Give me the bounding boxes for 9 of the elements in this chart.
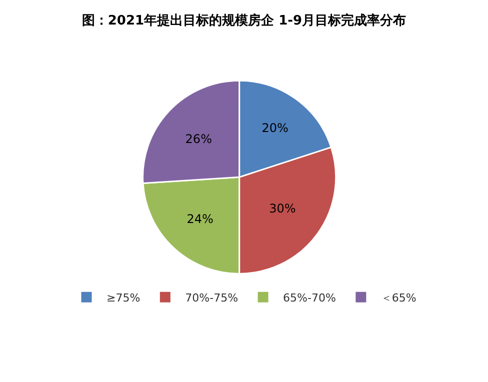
data-label: 30%	[269, 202, 296, 216]
chart-title: 图：2021年提出目标的规模房企 1-9月目标完成率分布	[82, 12, 406, 28]
data-label: 26%	[185, 132, 212, 146]
legend-label: 70%-75%	[185, 291, 238, 304]
legend-label: ＜65%	[380, 291, 416, 304]
legend-label: ≥75%	[106, 291, 140, 304]
data-label: 24%	[186, 212, 214, 226]
legend-label: 65%-70%	[283, 291, 336, 304]
data-label: 20%	[262, 120, 288, 135]
